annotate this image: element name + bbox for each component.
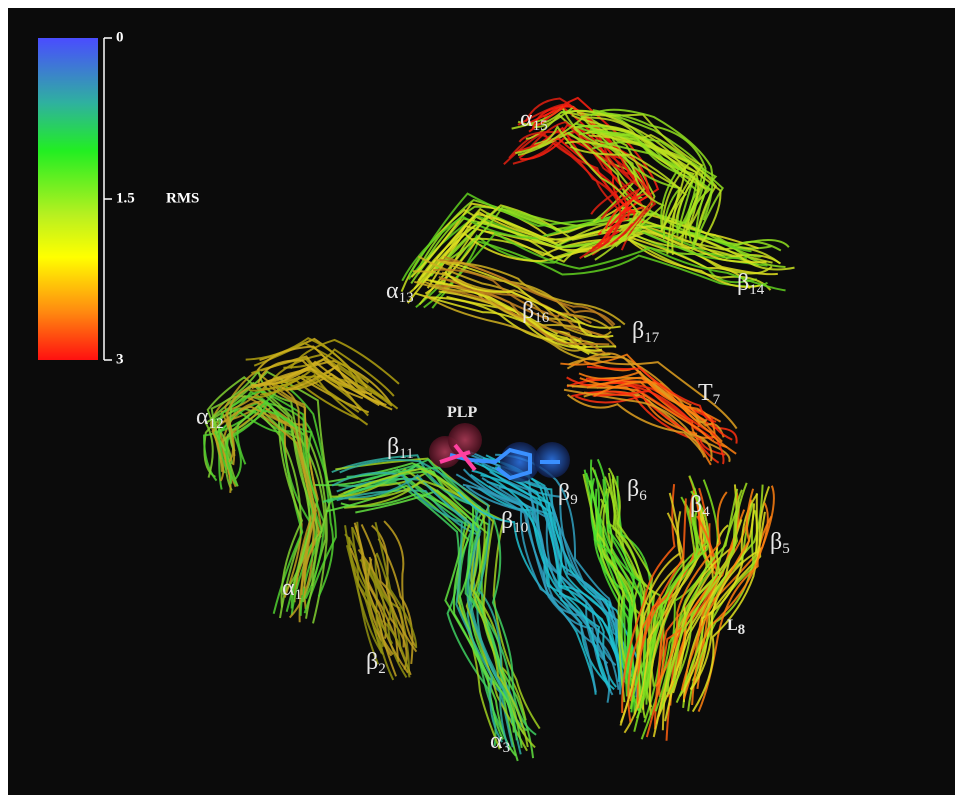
label-name: β (690, 492, 702, 518)
label-subscript: 4 (702, 504, 710, 520)
label-subscript: 15 (533, 118, 548, 134)
label-subscript: 10 (513, 520, 528, 536)
figure: 01.53RMSα15α13β16β17β14T7α12PLPβ11β9β6β4… (0, 0, 963, 802)
label-subscript: 14 (749, 282, 765, 298)
colorbar-label: RMS (166, 190, 199, 206)
label-subscript: 9 (570, 492, 578, 508)
colorbar-tick-label: 0 (116, 29, 124, 45)
label-subscript: 17 (644, 330, 660, 346)
label-subscript: 12 (209, 416, 224, 432)
label-name: β (737, 270, 749, 296)
label-name: β (558, 480, 570, 506)
background (8, 8, 955, 795)
label-subscript: 2 (378, 661, 386, 677)
colorbar-tick-label: 3 (116, 351, 124, 367)
label-subscript: 3 (503, 740, 511, 756)
label-name: α (386, 278, 399, 304)
label-name: α (520, 106, 533, 132)
label-subscript: 16 (534, 310, 550, 326)
label-name: β (627, 476, 639, 502)
label-subscript: 8 (738, 622, 746, 638)
label-name: L (727, 617, 738, 634)
label-name: α (282, 575, 295, 601)
label-name: β (522, 298, 534, 324)
label-name: α (196, 404, 209, 430)
colorbar-gradient (38, 38, 98, 360)
label-name: β (632, 318, 644, 344)
colorbar (38, 38, 104, 360)
label-subscript: 6 (639, 488, 647, 504)
label-subscript: 1 (295, 587, 303, 603)
label-name: β (366, 649, 378, 675)
structure-label: PLP (447, 404, 477, 421)
label-name: β (770, 529, 782, 555)
label-name: β (501, 508, 513, 534)
label-subscript: 11 (399, 446, 413, 462)
label-subscript: 7 (713, 392, 721, 408)
label-subscript: 13 (399, 290, 414, 306)
label-subscript: 5 (782, 541, 790, 557)
label-name: PLP (447, 404, 477, 421)
label-name: α (490, 728, 503, 754)
label-name: β (387, 434, 399, 460)
label-name: T (698, 380, 713, 406)
colorbar-tick-label: 1.5 (116, 190, 135, 206)
